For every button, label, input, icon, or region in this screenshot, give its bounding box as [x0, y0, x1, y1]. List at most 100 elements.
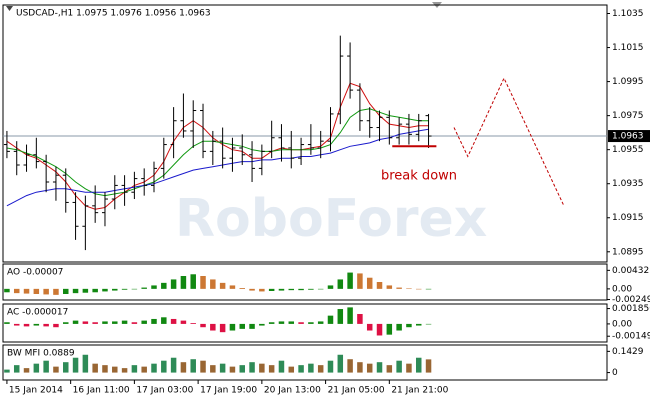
histogram-bar [249, 288, 255, 291]
x-tick-label: 16 Jan 11:00 [73, 386, 130, 396]
histogram-bar [82, 288, 89, 293]
x-tick-label: 21 Jan 21:00 [391, 386, 448, 396]
y-tick-label: 0.1429 [612, 347, 644, 357]
histogram-bar [357, 313, 363, 324]
histogram-bar [72, 288, 79, 294]
histogram-bar [4, 288, 10, 293]
histogram-bar [229, 366, 236, 373]
histogram-bar [278, 321, 285, 324]
histogram-bar [278, 360, 285, 373]
panel-frame [2, 4, 608, 263]
histogram-bar [366, 323, 373, 331]
forecast-line [453, 77, 565, 207]
histogram-bar [210, 323, 216, 331]
histogram-bar [268, 365, 275, 373]
x-tick-label: 21 Jan 05:00 [328, 386, 385, 396]
histogram-bar [229, 285, 236, 289]
histogram-bar [23, 288, 30, 294]
histogram-bar [337, 354, 344, 373]
histogram-bar [268, 322, 275, 324]
histogram-bar [347, 359, 353, 373]
y-tick-label: 0.001856 [612, 304, 650, 314]
histogram-bar [239, 288, 245, 289]
y-tick-label: 1.1015 [612, 43, 644, 53]
histogram-bar [180, 362, 187, 373]
histogram-bar [327, 285, 334, 289]
histogram-bar [82, 354, 89, 373]
histogram-bar [288, 321, 295, 324]
histogram-bar [347, 272, 353, 289]
histogram-bar [317, 321, 324, 324]
histogram-bar [4, 322, 10, 324]
histogram-bar [4, 369, 10, 373]
panel-title: USDCAD-,H1 1.0975 1.0976 1.0956 1.0963 [16, 9, 211, 19]
histogram-bar [131, 288, 138, 290]
histogram-bar [210, 279, 216, 289]
histogram-bar [53, 366, 59, 373]
histogram-bar [219, 323, 226, 333]
histogram-bar [43, 360, 49, 373]
y-tick-label: 1.0995 [612, 77, 644, 87]
histogram-bar [13, 288, 20, 294]
histogram-bar [161, 360, 167, 373]
histogram-bar [141, 287, 147, 289]
histogram-bar [259, 363, 265, 373]
histogram-bar [170, 318, 177, 324]
histogram-bar [415, 288, 422, 290]
histogram-bar [13, 323, 20, 326]
histogram-bar [131, 365, 138, 373]
histogram-bar [43, 323, 49, 327]
y-tick-label: -0.00249 [612, 295, 650, 305]
histogram-bar [151, 285, 157, 289]
histogram-bar [229, 323, 236, 331]
histogram-bar [239, 323, 245, 329]
histogram-bar [219, 363, 226, 373]
histogram-bar [308, 363, 314, 373]
histogram-bar [170, 279, 177, 289]
histogram-bar [347, 307, 353, 324]
histogram-bar [249, 323, 255, 329]
histogram-bar [239, 365, 245, 373]
histogram-bar [386, 285, 393, 289]
symbol-icon [6, 6, 13, 11]
histogram-bar [170, 357, 177, 373]
histogram-bar [13, 365, 20, 373]
x-tick-label: 20 Jan 13:00 [264, 386, 321, 396]
histogram-bar [180, 276, 187, 289]
y-tick-label: 1.1035 [612, 9, 644, 19]
current-price-label: 1.0963 [612, 132, 644, 142]
histogram-bar [376, 362, 383, 373]
histogram-bar [386, 323, 393, 335]
histogram-bar [415, 357, 422, 373]
histogram-bar [298, 322, 304, 324]
histogram-bar [210, 365, 216, 373]
histogram-bar [219, 282, 226, 289]
y-tick-label: 1.0975 [612, 111, 644, 121]
histogram-bar [376, 282, 383, 289]
histogram-bar [337, 309, 344, 324]
histogram-bar [92, 322, 98, 324]
panel-title: AO -0.00007 [7, 268, 63, 278]
histogram-bar [151, 363, 157, 373]
histogram-bar [43, 288, 49, 295]
histogram-bar [190, 274, 196, 289]
watermark: RoboForex [175, 189, 487, 249]
histogram-bar [406, 363, 412, 373]
histogram-bar [180, 320, 187, 324]
x-tick-label: 17 Jan 19:00 [200, 386, 257, 396]
histogram-bar [425, 323, 432, 325]
x-tick-label: 15 Jan 2014 [9, 386, 63, 396]
histogram-bar [200, 360, 206, 373]
histogram-bar [82, 321, 89, 324]
histogram-bar [53, 288, 59, 295]
histogram-bar [317, 288, 324, 290]
histogram-bar [53, 323, 59, 328]
panel-title: BW MFI 0.0889 [7, 349, 75, 359]
histogram-bar [33, 363, 40, 373]
panel-frame [2, 303, 608, 343]
histogram-bar [121, 320, 128, 324]
histogram-bar [190, 323, 196, 324]
y-tick-label: 0.00 [612, 319, 632, 329]
histogram-bar [298, 288, 304, 291]
